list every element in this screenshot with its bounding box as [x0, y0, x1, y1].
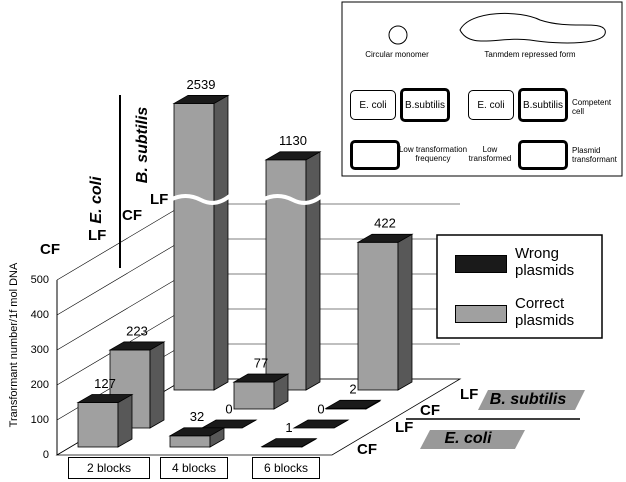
bar-front	[266, 160, 306, 390]
legend-swatch	[455, 255, 507, 273]
legend-label: Wrong plasmids	[515, 245, 615, 279]
cell	[350, 140, 400, 170]
strain-label: E. coli	[88, 176, 105, 224]
row-label: CF	[357, 441, 377, 458]
value-label: 0	[225, 401, 232, 416]
grid-line	[57, 274, 185, 350]
bar-front	[78, 403, 118, 447]
x-tick-label: 4 blocks	[160, 457, 228, 479]
inset-text: Competent cell	[572, 98, 622, 116]
bar-front	[234, 382, 274, 409]
bar-side	[306, 152, 320, 390]
value-label: 32	[190, 409, 204, 424]
strain-label: E. coli	[444, 430, 492, 447]
bar-side	[214, 95, 228, 390]
bar-front	[358, 242, 398, 390]
bar-front	[174, 103, 214, 390]
inset-text: Tanmdem repressed form	[475, 50, 585, 59]
x-tick-label: 2 blocks	[68, 457, 150, 479]
value-label: 422	[374, 216, 396, 231]
y-tick-label: 500	[31, 274, 49, 286]
y-tick-label: 0	[43, 449, 49, 461]
chart: Transformant number/1f mol DNA CF LF CF …	[0, 0, 626, 482]
value-label: 2539	[187, 77, 216, 92]
bar	[358, 234, 412, 390]
legend-swatch	[455, 305, 507, 323]
value-label: 2	[349, 382, 356, 397]
value-label: 223	[126, 323, 148, 338]
inset-text: Low transformed	[465, 145, 515, 163]
bar	[78, 395, 132, 447]
y-tick-label: 300	[31, 344, 49, 356]
strain-label: B. subtilis	[134, 107, 151, 184]
cell: B.subtilis	[518, 88, 568, 122]
row-label: LF	[150, 191, 168, 208]
value-label: 0	[317, 401, 324, 416]
x-tick-label: 6 blocks	[252, 457, 320, 479]
bar-front	[170, 436, 210, 447]
value-label: 1130	[279, 133, 307, 148]
cell: E. coli	[468, 90, 514, 120]
bar-side	[150, 342, 164, 428]
inset-text: Plasmid transformant	[572, 146, 622, 164]
cell	[518, 140, 568, 170]
row-label: CF	[420, 402, 440, 419]
value-label: 77	[254, 355, 268, 370]
bar-side	[118, 395, 132, 447]
strain-label: B. subtilis	[490, 391, 567, 408]
cell: B.subtilis	[400, 88, 450, 122]
value-label: 1	[285, 420, 292, 435]
cell: E. coli	[350, 90, 396, 120]
row-label: CF	[40, 241, 60, 258]
figure: Transformant number/1f mol DNA CF LF CF …	[0, 0, 626, 482]
y-axis-label: Transformant number/1f mol DNA	[8, 262, 20, 427]
bar	[234, 374, 288, 409]
bar	[262, 152, 324, 390]
y-tick-label: 200	[31, 379, 49, 391]
legend-label: Correct plasmids	[515, 295, 615, 329]
row-label: LF	[460, 386, 478, 403]
bar	[170, 95, 232, 390]
inset-text: Circular monomer	[352, 50, 442, 59]
y-tick-label: 400	[31, 309, 49, 321]
inset-text: Low transformation frequency	[398, 145, 468, 163]
row-label: CF	[122, 207, 142, 224]
y-tick-label: 100	[31, 414, 49, 426]
bar-side	[398, 234, 412, 390]
row-label: LF	[88, 227, 106, 244]
row-label: LF	[395, 419, 413, 436]
value-label: 127	[94, 376, 116, 391]
